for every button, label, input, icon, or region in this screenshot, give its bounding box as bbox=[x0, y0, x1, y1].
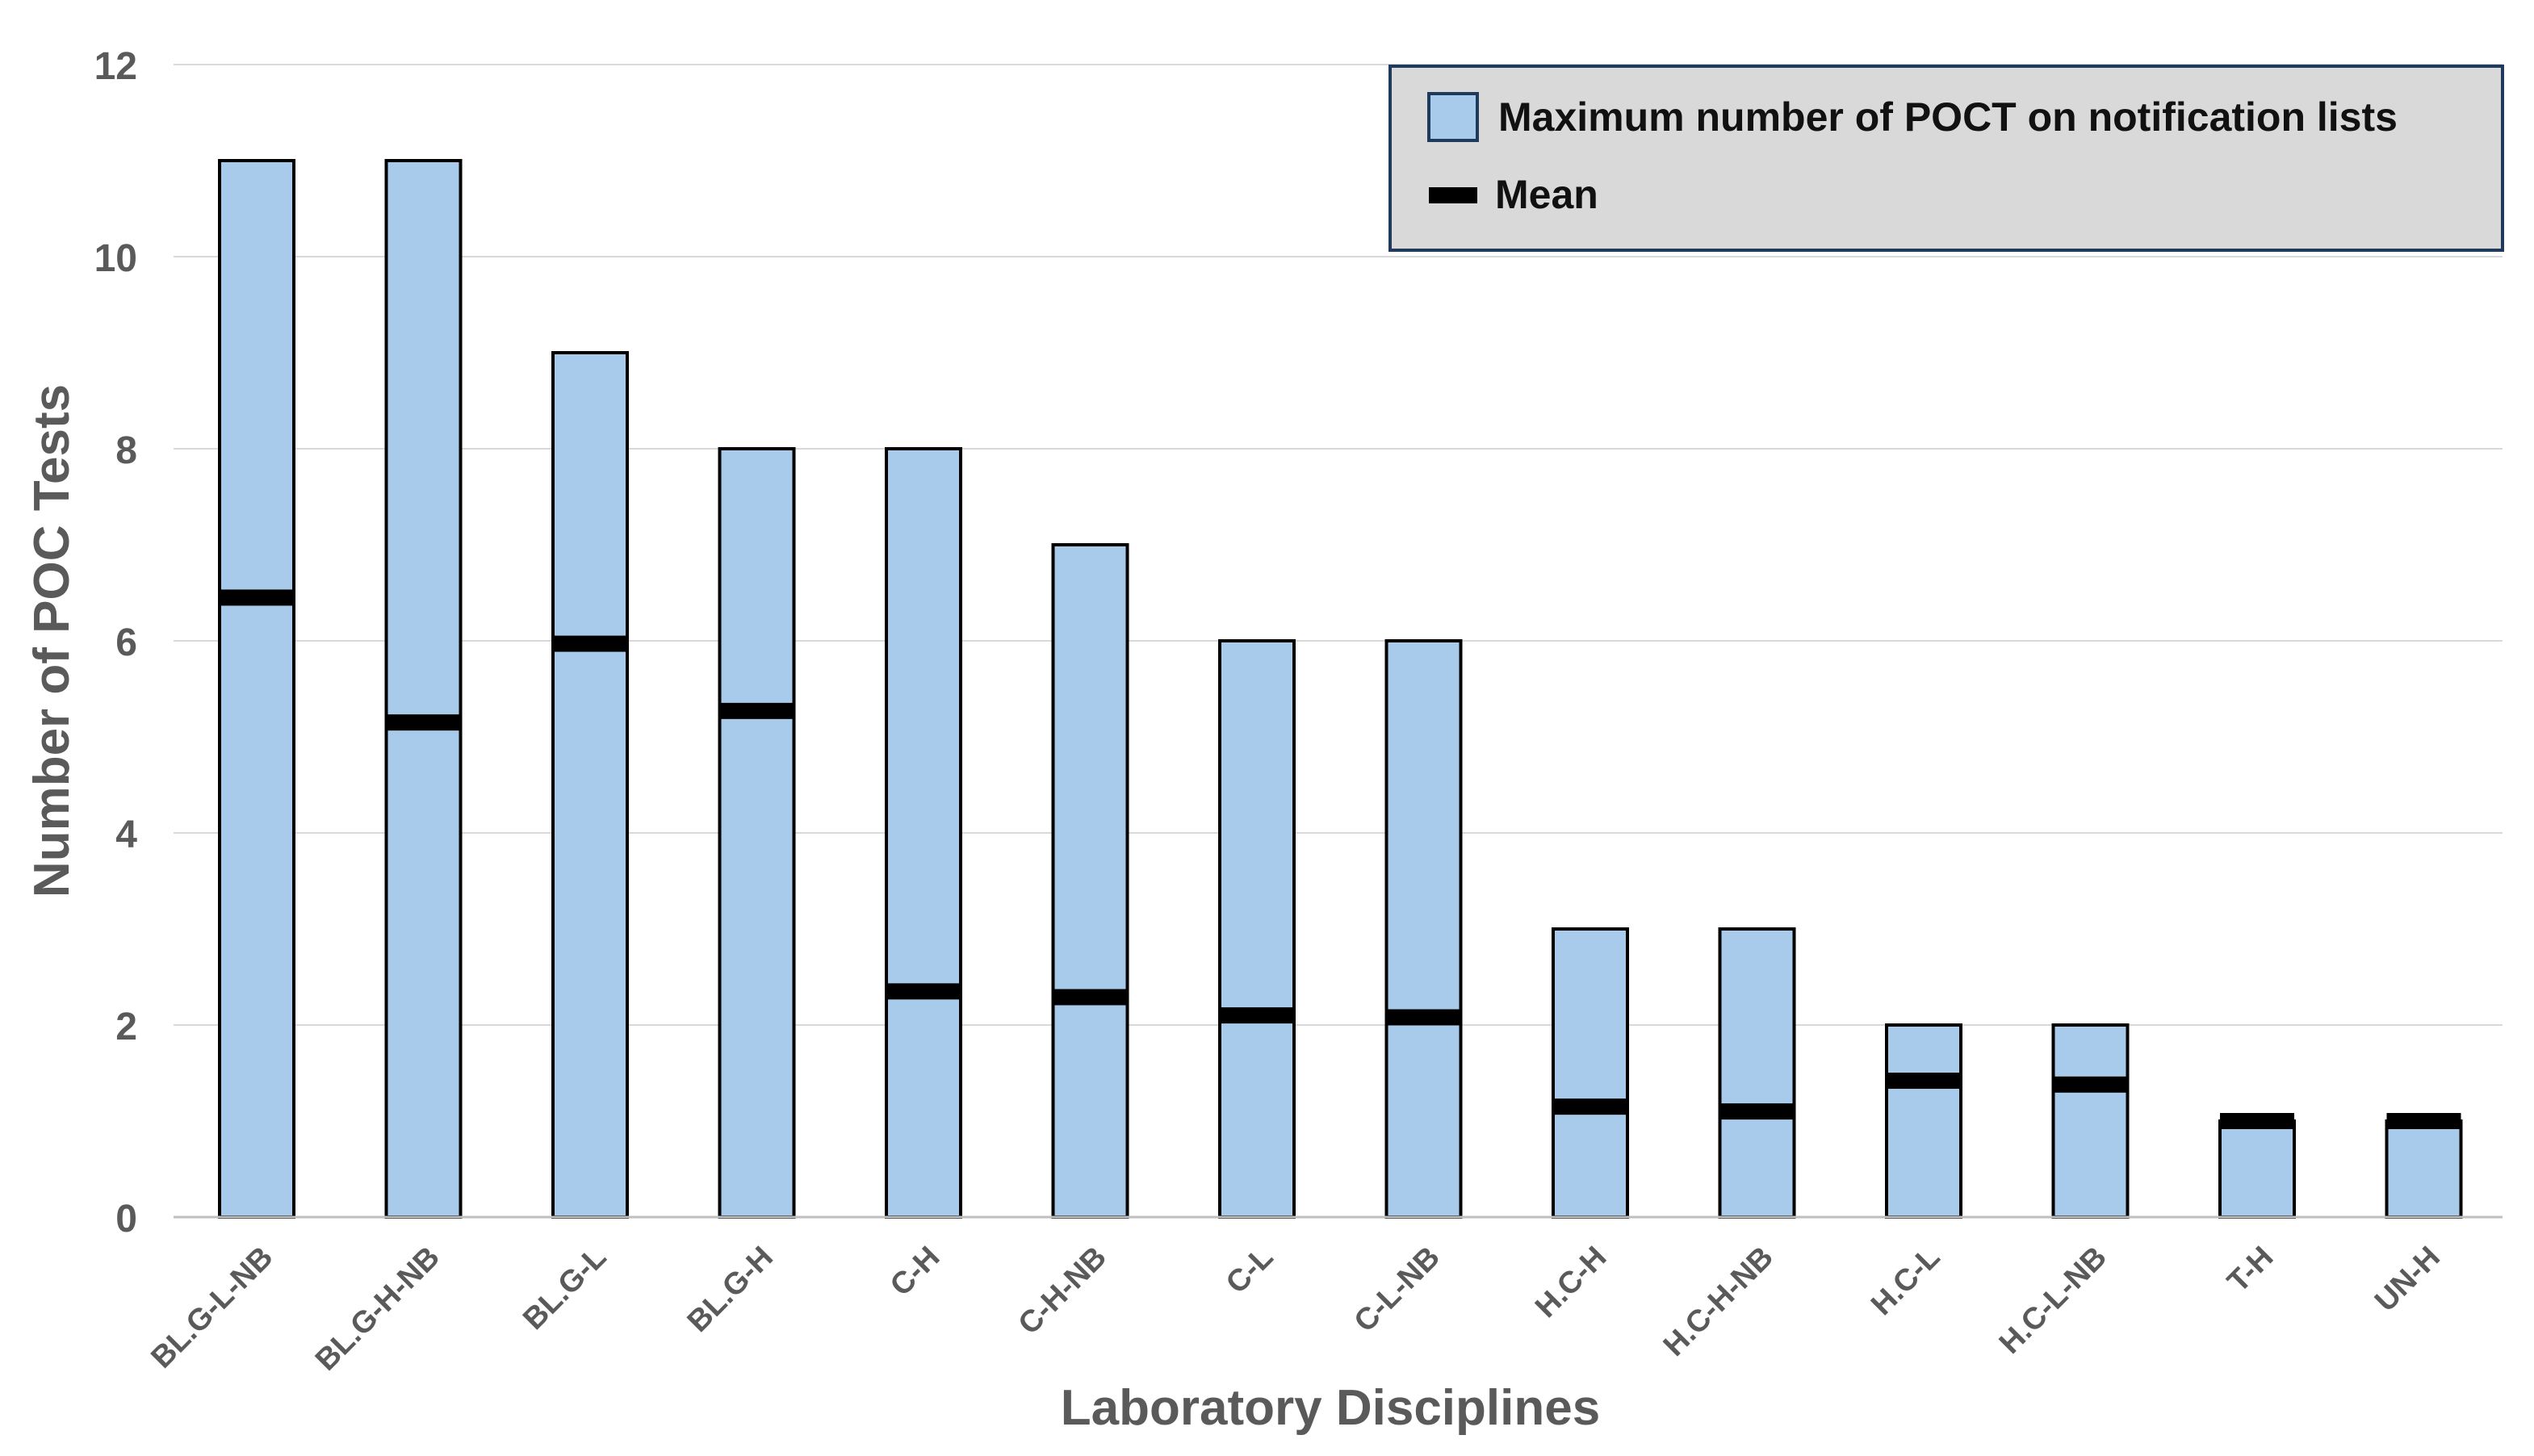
x-tick-label: C-L bbox=[1220, 1241, 1280, 1300]
y-axis-ticks: 0 2 4 6 8 10 12 bbox=[94, 45, 138, 1241]
y-tick-label: 2 bbox=[115, 1006, 137, 1048]
y-tick-label: 0 bbox=[115, 1198, 137, 1241]
x-tick-label: BL.G-L-NB bbox=[145, 1241, 279, 1375]
bar-max bbox=[1051, 543, 1129, 1219]
x-tick-label: H.C-H bbox=[1529, 1241, 1613, 1324]
mean-marker bbox=[1220, 1007, 1294, 1024]
mean-markers bbox=[220, 589, 2461, 1129]
x-tick-label: C-L-NB bbox=[1348, 1241, 1447, 1339]
mean-marker bbox=[886, 983, 961, 1000]
bar-max bbox=[551, 351, 629, 1219]
mean-marker bbox=[2386, 1113, 2461, 1129]
x-tick-label: T-H bbox=[2221, 1241, 2280, 1299]
x-axis-ticks: BL.G-L-NB BL.G-H-NB BL.G-L BL.G-H C-H C-H-NB C… bbox=[145, 1241, 2447, 1378]
bar-max bbox=[2218, 1119, 2296, 1219]
y-tick-label: 4 bbox=[115, 814, 137, 856]
bar-max bbox=[1384, 639, 1463, 1219]
legend-label-max: Maximum number of POCT on notification l… bbox=[1498, 94, 2398, 140]
bar-max bbox=[218, 159, 295, 1219]
x-axis-title: Laboratory Disciplines bbox=[1061, 1380, 1600, 1436]
mean-marker bbox=[386, 714, 461, 731]
mean-marker bbox=[2220, 1113, 2294, 1129]
x-tick-label: H.C-L-NB bbox=[1993, 1241, 2113, 1361]
mean-marker bbox=[719, 702, 794, 719]
bar-max bbox=[2051, 1023, 2130, 1219]
y-tick-label: 6 bbox=[115, 621, 137, 664]
bar-max bbox=[1885, 1023, 1962, 1219]
y-tick-label: 8 bbox=[115, 429, 137, 472]
bar-max bbox=[718, 447, 796, 1219]
y-tick-label: 12 bbox=[94, 45, 137, 88]
legend-swatch-mean bbox=[1429, 187, 1477, 203]
x-tick-label: C-H-NB bbox=[1012, 1241, 1113, 1341]
bar-max bbox=[1552, 927, 1629, 1219]
mean-marker bbox=[1887, 1073, 1961, 1090]
mean-marker bbox=[1553, 1098, 1627, 1115]
mean-marker bbox=[2053, 1076, 2128, 1093]
mean-marker bbox=[553, 635, 627, 652]
legend-swatch-max bbox=[1427, 92, 1479, 142]
y-axis-title: Number of POC Tests bbox=[24, 384, 80, 897]
bars bbox=[218, 159, 2463, 1219]
legend-box bbox=[1388, 65, 2504, 252]
bar-max bbox=[384, 159, 463, 1219]
x-tick-label: H.C-H-NB bbox=[1657, 1241, 1780, 1363]
legend-label-mean: Mean bbox=[1495, 172, 1598, 217]
x-tick-label: BL.G-H-NB bbox=[309, 1241, 446, 1378]
x-tick-label: UN-H bbox=[2369, 1241, 2447, 1319]
x-tick-label: BL.G-L bbox=[517, 1241, 613, 1337]
x-tick-label: H.C-L bbox=[1865, 1241, 1946, 1322]
x-tick-label: C-H bbox=[884, 1241, 946, 1303]
mean-marker bbox=[1053, 989, 1128, 1006]
bar-max bbox=[885, 447, 962, 1219]
legend: Maximum number of POCT on notification l… bbox=[1388, 65, 2504, 252]
bar-max bbox=[1718, 927, 1796, 1219]
mean-marker bbox=[1719, 1103, 1795, 1120]
x-tick-label: BL.G-H bbox=[681, 1241, 780, 1339]
bar-max bbox=[1218, 639, 1296, 1219]
mean-marker bbox=[220, 589, 294, 606]
bar-max bbox=[2385, 1119, 2463, 1219]
y-tick-label: 10 bbox=[94, 237, 137, 280]
mean-marker bbox=[1386, 1009, 1461, 1026]
